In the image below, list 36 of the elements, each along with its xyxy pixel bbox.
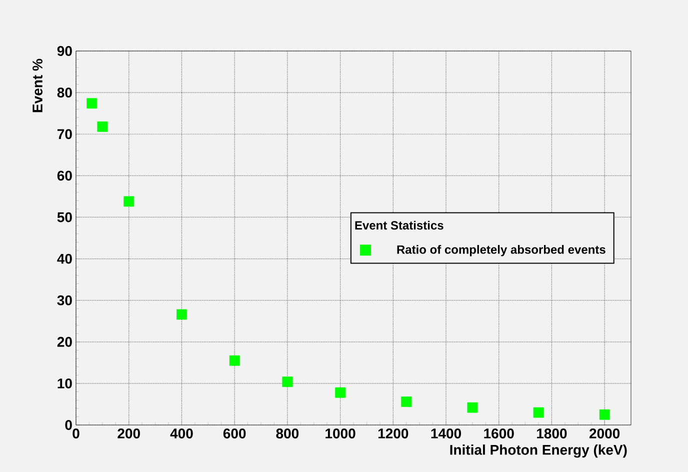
point: [335, 387, 346, 398]
x-tick-label: 200: [118, 428, 140, 438]
x-tick-label: 400: [170, 428, 193, 438]
x-tick-label: 1800: [537, 428, 567, 438]
y-axis-title: Event %: [32, 58, 42, 112]
x-tick-label: 0: [72, 428, 80, 438]
x-tick-label: 1200: [378, 428, 408, 438]
point: [282, 376, 293, 387]
x-tick-label: 1600: [484, 428, 514, 438]
point: [467, 402, 478, 413]
point: [401, 396, 412, 407]
point: [176, 309, 187, 320]
x-tick-label: 2000: [589, 428, 620, 438]
x-axis-title: Initial Photon Energy (keV): [450, 444, 627, 458]
point: [599, 409, 610, 420]
y-tick-label: 20: [57, 336, 72, 347]
x-tick-label: 1400: [431, 428, 461, 438]
x-tick-label: 1000: [326, 428, 356, 438]
x-tick-label: 800: [276, 428, 299, 438]
point: [533, 407, 544, 418]
point: [229, 355, 240, 366]
point: [86, 98, 98, 109]
legend-label: Ratio of completely absorbed events: [397, 245, 606, 256]
y-tick-label: 10: [58, 378, 72, 388]
point: [124, 196, 134, 207]
y-tick-label: 40: [57, 254, 72, 264]
y-tick-label: 80: [57, 88, 72, 98]
y-tick-label: 60: [57, 170, 72, 181]
y-tick-label: 50: [57, 212, 72, 222]
y-tick-label: 90: [57, 46, 72, 56]
x-tick-label: 600: [223, 428, 246, 438]
y-tick-label: 0: [65, 420, 72, 430]
y-tick-label: 70: [57, 129, 72, 140]
point: [97, 121, 108, 132]
legend-title: Event Statistics: [355, 220, 444, 230]
y-tick-label: 30: [57, 295, 72, 306]
